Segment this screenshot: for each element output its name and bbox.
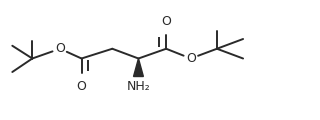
Polygon shape	[133, 59, 143, 77]
Text: O: O	[55, 42, 65, 55]
Text: NH₂: NH₂	[127, 79, 150, 93]
Text: O: O	[76, 80, 86, 93]
Text: O: O	[161, 15, 171, 28]
Text: O: O	[186, 52, 196, 65]
